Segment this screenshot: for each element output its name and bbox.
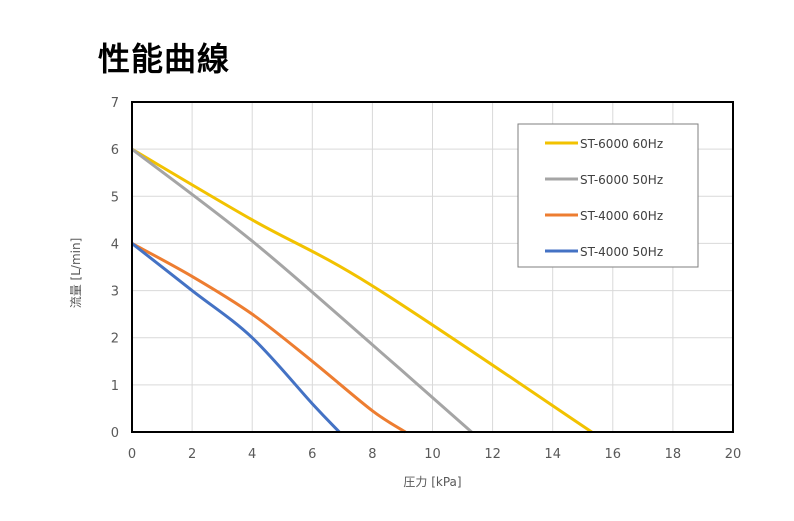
legend-label: ST-4000 60Hz [580, 209, 663, 223]
y-tick-label: 7 [111, 96, 119, 111]
legend-label: ST-6000 50Hz [580, 173, 663, 187]
x-tick-label: 6 [308, 447, 316, 462]
x-tick-label: 0 [128, 447, 136, 462]
x-tick-label: 2 [188, 447, 196, 462]
x-axis-ticks: 0 2 4 6 8 10 12 14 16 18 20 [128, 447, 741, 462]
legend-label: ST-6000 60Hz [580, 137, 663, 151]
legend: ST-6000 60Hz ST-6000 50Hz ST-4000 60Hz ST-4… [517, 123, 699, 268]
x-tick-label: 18 [665, 447, 682, 462]
x-tick-label: 16 [605, 447, 622, 462]
y-tick-label: 5 [111, 190, 119, 205]
y-axis-ticks: 0 1 2 3 4 5 6 7 [111, 96, 119, 441]
x-tick-label: 4 [248, 447, 256, 462]
series-line-st-6000-60hz [131, 147, 593, 434]
x-tick-label: 8 [368, 447, 376, 462]
x-axis-title: 圧力 [kPa] [403, 475, 461, 489]
y-tick-label: 4 [111, 237, 119, 252]
y-tick-label: 0 [111, 426, 119, 441]
x-tick-label: 20 [725, 447, 742, 462]
series-line-st-4000-60hz [131, 242, 407, 434]
y-tick-label: 3 [111, 285, 119, 300]
plot-frame [131, 101, 734, 433]
series-line-st-6000-50hz [131, 147, 473, 434]
y-tick-label: 2 [111, 332, 119, 347]
y-axis-title: 流量 [L/min] [69, 238, 83, 309]
y-tick-label: 1 [111, 379, 119, 394]
x-tick-label: 12 [484, 447, 501, 462]
series-lines [131, 147, 593, 434]
y-tick-label: 6 [111, 143, 119, 158]
legend-label: ST-4000 50Hz [580, 245, 663, 259]
x-tick-label: 10 [424, 447, 441, 462]
page-title: 性能曲線 [98, 40, 231, 78]
series-line-st-4000-50hz [131, 242, 341, 434]
legend-box [517, 123, 699, 268]
x-tick-label: 14 [544, 447, 561, 462]
